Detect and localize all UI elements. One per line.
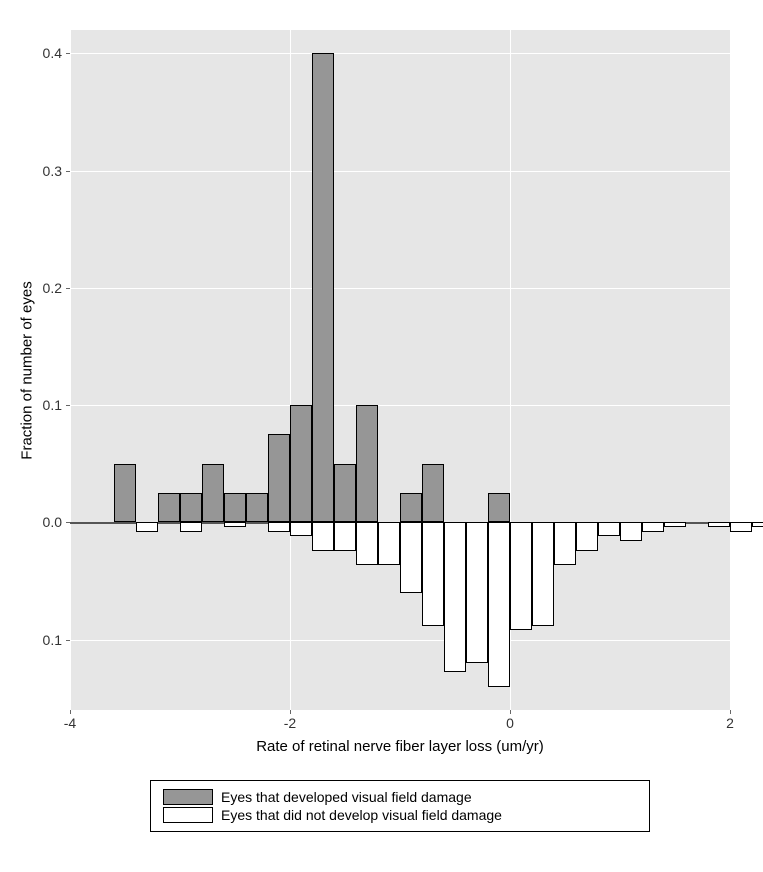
bar-down <box>312 522 334 550</box>
x-tick-label: -4 <box>64 715 76 731</box>
bar-down <box>136 522 158 531</box>
x-axis-label: Rate of retinal nerve fiber layer loss (… <box>70 738 730 755</box>
bar-down <box>620 522 642 541</box>
bar-up <box>158 493 180 522</box>
gridline-h <box>70 640 730 641</box>
plot-area <box>70 30 730 710</box>
bar-up <box>246 493 268 522</box>
gridline-v <box>70 30 71 710</box>
bar-up <box>488 493 510 522</box>
bar-down <box>224 522 246 527</box>
y-axis-label-text: Fraction of number of eyes <box>19 281 36 459</box>
bar-down <box>598 522 620 536</box>
legend-label-down: Eyes that did not develop visual field d… <box>221 807 502 823</box>
y-tick-mark <box>66 53 70 54</box>
legend-row-down: Eyes that did not develop visual field d… <box>163 807 637 823</box>
bar-up <box>224 493 246 522</box>
gridline-h <box>70 171 730 172</box>
bar-up <box>422 464 444 523</box>
bar-down <box>268 522 290 531</box>
bar-down <box>356 522 378 564</box>
gridline-v <box>730 30 731 710</box>
bar-down <box>334 522 356 550</box>
bar-down <box>532 522 554 625</box>
legend-swatch-up <box>163 789 213 805</box>
legend: Eyes that developed visual field damage … <box>150 780 650 832</box>
x-tick-label: 0 <box>506 715 514 731</box>
chart-container: Fraction of number of eyes Rate of retin… <box>10 10 753 862</box>
x-tick-label: 2 <box>726 715 734 731</box>
bar-up <box>268 434 290 522</box>
y-tick-mark <box>66 288 70 289</box>
bar-down <box>400 522 422 592</box>
x-tick-mark <box>290 710 291 714</box>
bar-up <box>202 464 224 523</box>
bar-up <box>400 493 422 522</box>
bar-up <box>180 493 202 522</box>
y-tick-mark <box>66 171 70 172</box>
x-tick-mark <box>70 710 71 714</box>
bar-down <box>752 522 763 527</box>
y-tick-mark <box>66 405 70 406</box>
bar-down <box>510 522 532 630</box>
bar-up <box>356 405 378 522</box>
y-tick-mark <box>66 522 70 523</box>
bar-down <box>180 522 202 531</box>
gridline-h <box>70 53 730 54</box>
legend-row-up: Eyes that developed visual field damage <box>163 789 637 805</box>
gridline-h <box>70 405 730 406</box>
bar-down <box>730 522 752 531</box>
y-axis-label: Fraction of number of eyes <box>18 30 36 710</box>
bar-down <box>488 522 510 686</box>
bar-down <box>642 522 664 531</box>
bar-up <box>312 53 334 522</box>
x-tick-mark <box>510 710 511 714</box>
bar-down <box>708 522 730 527</box>
bar-up <box>334 464 356 523</box>
gridline-v <box>290 30 291 710</box>
bar-down <box>378 522 400 564</box>
legend-swatch-down <box>163 807 213 823</box>
bar-down <box>290 522 312 536</box>
bar-up <box>290 405 312 522</box>
bar-down <box>444 522 466 672</box>
bar-down <box>466 522 488 663</box>
bar-down <box>422 522 444 625</box>
legend-label-up: Eyes that developed visual field damage <box>221 789 472 805</box>
bar-down <box>664 522 686 527</box>
bar-down <box>554 522 576 564</box>
gridline-h <box>70 288 730 289</box>
bar-up <box>114 464 136 523</box>
y-tick-mark <box>66 640 70 641</box>
bar-down <box>576 522 598 550</box>
x-tick-mark <box>730 710 731 714</box>
x-tick-label: -2 <box>284 715 296 731</box>
